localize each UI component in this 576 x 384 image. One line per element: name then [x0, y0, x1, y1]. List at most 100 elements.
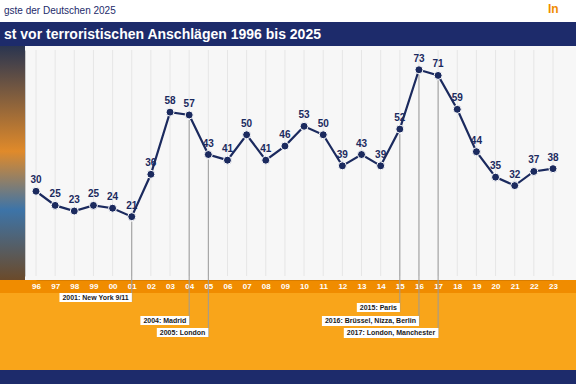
x-tick-label: 05	[204, 282, 213, 291]
annotation-box	[157, 328, 209, 337]
grid-line	[457, 50, 458, 276]
x-tick-label: 03	[166, 282, 175, 291]
point	[262, 156, 270, 164]
x-tick-label: 13	[358, 282, 367, 291]
x-tick-label: 22	[530, 282, 539, 291]
point	[415, 66, 423, 74]
data-label: 41	[260, 143, 272, 154]
data-label: 38	[547, 152, 559, 163]
point	[243, 131, 251, 139]
x-tick-label: 08	[262, 282, 271, 291]
x-tick-label: 17	[434, 282, 443, 291]
x-tick: 09	[281, 280, 290, 291]
data-label: 21	[126, 200, 138, 211]
x-tick-label: 98	[70, 282, 79, 291]
marks	[32, 66, 557, 221]
point	[204, 151, 212, 159]
x-tick-label: 06	[224, 282, 233, 291]
point	[70, 207, 78, 215]
data-label: 25	[88, 188, 100, 199]
data-label: 58	[164, 95, 176, 106]
x-tick-label: 96	[32, 282, 41, 291]
data-label: 59	[452, 92, 464, 103]
annotation-box	[140, 316, 189, 325]
grid-line	[284, 50, 285, 276]
data-label: 25	[50, 188, 62, 199]
x-tick: 13	[358, 280, 367, 291]
x-tick: 10	[300, 280, 309, 291]
annotations: 2001: New York 9/112004: Madrid2005: Lon…	[59, 75, 438, 338]
x-tick: 06	[224, 280, 233, 291]
x-tick: 20	[492, 280, 501, 291]
grid	[36, 50, 553, 276]
point	[511, 182, 519, 190]
data-label: 57	[184, 98, 196, 109]
data-label: 36	[145, 157, 157, 168]
x-tick-label: 00	[109, 282, 118, 291]
annotation-line	[418, 75, 419, 325]
grid-line	[170, 50, 171, 276]
annotation-line	[438, 80, 439, 337]
x-tick: 98	[70, 280, 79, 291]
x-tick-label: 02	[147, 282, 156, 291]
annotation-box	[344, 328, 439, 338]
data-label: 41	[222, 143, 234, 154]
annotation-line	[189, 120, 190, 325]
data-label: 53	[299, 109, 311, 120]
point	[472, 148, 480, 156]
point	[434, 71, 442, 79]
x-tick: 17	[434, 280, 443, 291]
point	[109, 204, 117, 212]
point	[377, 162, 385, 170]
x-tick: 97	[51, 280, 60, 291]
x-tick-label: 11	[319, 282, 328, 291]
point	[319, 131, 327, 139]
axis-band	[0, 280, 576, 293]
x-tick-label: 15	[396, 282, 405, 291]
annotation-label: 2015: Paris	[360, 304, 397, 311]
x-tick: 08	[262, 280, 271, 291]
grid-line	[553, 50, 554, 276]
x-tick-label: 04	[185, 282, 194, 291]
data-label: 39	[337, 149, 349, 160]
data-label: 71	[433, 58, 445, 69]
x-tick: 19	[472, 280, 481, 291]
data-label: 23	[69, 194, 81, 205]
x-tick-label: 20	[492, 282, 501, 291]
x-tick-label: 09	[281, 282, 290, 291]
point	[147, 170, 155, 178]
x-tick: 01	[128, 280, 137, 291]
data-label: 52	[394, 112, 406, 123]
x-tick-label: 07	[243, 282, 252, 291]
x-tick: 99	[89, 280, 98, 291]
x-tick: 96	[32, 280, 41, 291]
header-band	[0, 0, 576, 22]
data-label: 24	[107, 191, 119, 202]
x-tick: 02	[147, 280, 156, 291]
x-tick: 22	[530, 280, 539, 291]
grid-line	[246, 50, 247, 276]
x-tick-label: 23	[549, 282, 558, 291]
grid-line	[55, 50, 56, 276]
point	[358, 151, 366, 159]
data-label: 46	[279, 129, 291, 140]
x-tick: 12	[338, 280, 347, 291]
chart: gste der Deutschen 2025Inst vor terroris…	[0, 0, 576, 384]
x-tick-label: 16	[415, 282, 424, 291]
point	[281, 142, 289, 150]
x-axis: 9697989900010203040506070809101112131415…	[32, 280, 558, 291]
point	[453, 105, 461, 113]
x-tick: 23	[549, 280, 558, 291]
x-tick-label: 01	[128, 282, 137, 291]
grid-line	[36, 50, 37, 276]
data-label: 37	[528, 154, 540, 165]
point	[549, 165, 557, 173]
x-tick: 03	[166, 280, 175, 291]
annotation-line	[208, 160, 209, 337]
x-tick-label: 12	[338, 282, 347, 291]
annotation-box	[59, 293, 131, 302]
y-axis	[25, 51, 26, 277]
point	[492, 173, 500, 181]
data-label: 43	[356, 138, 368, 149]
annotation-label: 2016: Brüssel, Nizza, Berlin	[325, 317, 416, 325]
